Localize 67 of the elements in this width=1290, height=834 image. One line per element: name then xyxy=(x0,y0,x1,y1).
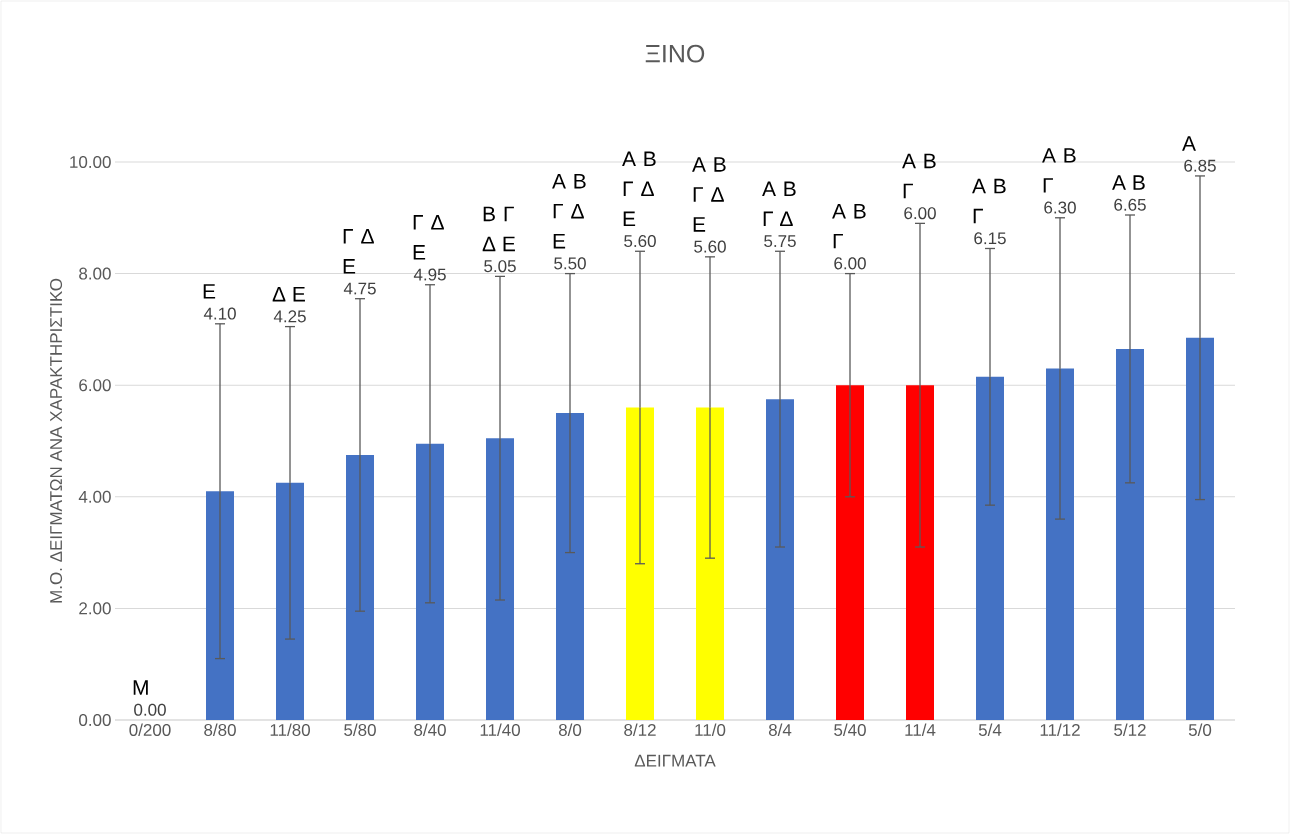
x-tick-label: 11/12 xyxy=(1040,723,1080,737)
x-tick-label: 8/12 xyxy=(624,723,656,737)
annotation: 6.30 xyxy=(1044,201,1076,214)
annotation: 5.60 xyxy=(694,240,726,253)
annotation: 5.50 xyxy=(554,257,586,270)
y-tick-label: 10.00 xyxy=(70,155,111,169)
annotation: Α Β Γ Δ xyxy=(762,181,796,227)
bar xyxy=(836,385,864,720)
annotation: Α Β Γ Δ Ε xyxy=(692,157,726,232)
annotation: Α Β Γ xyxy=(832,203,866,249)
annotation: Ε xyxy=(203,284,216,299)
annotation: 4.10 xyxy=(203,307,236,320)
bar xyxy=(556,413,584,720)
annotation: Γ Δ Ε xyxy=(343,229,374,274)
annotation: 5.60 xyxy=(624,235,656,248)
annotation: 6.00 xyxy=(904,207,936,220)
annotation: 6.65 xyxy=(1114,198,1146,211)
annotation: 6.15 xyxy=(974,232,1006,245)
annotation: 0.00 xyxy=(134,703,166,716)
bar xyxy=(696,407,724,720)
annotation: Μ xyxy=(133,680,148,695)
y-tick-label: 8.00 xyxy=(79,267,111,280)
bar xyxy=(626,407,654,720)
bar xyxy=(906,385,934,720)
annotation: Β Γ Δ Ε xyxy=(482,206,515,252)
annotation: Α Β Γ xyxy=(1042,148,1076,193)
x-tick-label: 11/4 xyxy=(905,723,936,737)
x-tick-label: 5/0 xyxy=(1188,723,1212,737)
x-tick-label: 0/200 xyxy=(129,723,171,737)
y-tick-label: 0.00 xyxy=(79,713,111,727)
annotation: Α Β Γ Δ Ε xyxy=(552,173,586,249)
x-tick-label: 11/80 xyxy=(270,723,310,737)
x-axis-title: ΔΕΙΓΜΑΤΑ xyxy=(634,754,716,767)
annotation: 5.05 xyxy=(484,260,516,273)
annotation: 6.00 xyxy=(834,257,866,270)
x-tick-label: 5/40 xyxy=(834,723,866,737)
annotation: 6.85 xyxy=(1184,159,1216,172)
y-tick-label: 6.00 xyxy=(79,379,111,392)
annotation: Δ Ε xyxy=(272,286,305,302)
annotation: Α Β Γ xyxy=(972,178,1006,224)
bar xyxy=(766,399,794,720)
bar xyxy=(1116,348,1144,720)
annotation: Γ Δ Ε xyxy=(413,215,444,260)
x-tick-label: 8/80 xyxy=(204,723,236,737)
x-tick-label: 8/4 xyxy=(768,723,792,737)
x-tick-label: 5/12 xyxy=(1114,723,1146,737)
annotation: 4.95 xyxy=(413,268,446,281)
annotation: 4.25 xyxy=(273,310,306,323)
annotation: Α Β Γ xyxy=(902,153,936,199)
x-tick-label: 8/40 xyxy=(414,723,446,737)
annotation: Α Β xyxy=(1112,175,1145,190)
x-tick-label: 11/40 xyxy=(480,723,520,737)
y-axis-title: Μ.Ο. ΔΕΙΓΜΑΤΩΝ ΑΝΑ ΧΑΡΑΚΤΗΡΙΣΤΙΚΟ xyxy=(50,278,63,603)
bar xyxy=(1186,337,1214,720)
bar xyxy=(1046,368,1074,720)
annotation: 4.75 xyxy=(343,282,376,295)
x-tick-label: 5/80 xyxy=(344,723,376,737)
annotation: Α Β Γ Δ Ε xyxy=(622,151,656,227)
x-tick-label: 8/0 xyxy=(558,723,582,737)
bar xyxy=(976,376,1004,720)
text: Α xyxy=(1182,136,1196,151)
x-tick-label: 11/0 xyxy=(695,723,726,737)
x-tick-label: 5/4 xyxy=(978,723,1002,737)
chart-title: ΞΙΝΟ xyxy=(645,44,705,63)
y-tick-label: 2.00 xyxy=(79,602,111,615)
y-tick-label: 4.00 xyxy=(78,490,111,503)
annotation: 5.75 xyxy=(764,235,796,248)
